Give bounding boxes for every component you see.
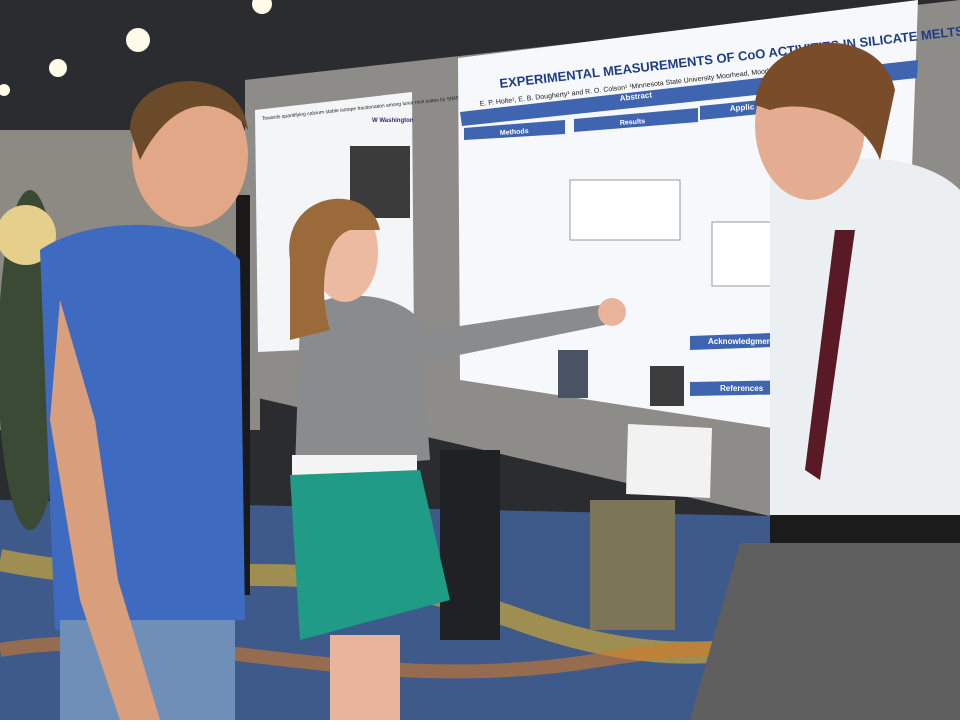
person-hair xyxy=(130,81,248,160)
person-hair xyxy=(755,42,895,160)
person-legs xyxy=(590,500,675,630)
section-header: Methods xyxy=(500,128,529,137)
poster-photo xyxy=(650,366,684,406)
section-header: Results xyxy=(620,118,646,127)
person-arm xyxy=(50,300,160,720)
person-jacket xyxy=(295,295,430,470)
person-shirt xyxy=(770,158,960,561)
person-hair xyxy=(289,198,380,340)
ceiling-light xyxy=(0,84,10,96)
person-belt xyxy=(770,515,960,543)
ceiling-light xyxy=(49,59,67,77)
person-hand xyxy=(598,298,626,326)
section-header: Abstract xyxy=(619,90,653,103)
section-header: Acknowledgments xyxy=(708,337,779,346)
person-legs xyxy=(330,635,400,720)
person-waistband xyxy=(292,455,417,475)
person-arm xyxy=(400,305,605,365)
section-bar xyxy=(464,120,565,140)
person-skirt xyxy=(290,470,450,640)
paper-sheet xyxy=(626,424,712,498)
person-trousers xyxy=(690,543,960,720)
person-legs xyxy=(440,450,500,640)
left-poster-logo: W Washington xyxy=(372,118,414,124)
poster-plot xyxy=(569,179,681,241)
section-header: References xyxy=(720,384,764,393)
section-bar xyxy=(574,108,698,132)
section-header: Applic xyxy=(730,102,756,113)
person-tie xyxy=(805,230,855,480)
ceiling-light xyxy=(252,0,272,14)
poster-photo xyxy=(558,350,588,398)
ceiling-light xyxy=(126,28,150,52)
